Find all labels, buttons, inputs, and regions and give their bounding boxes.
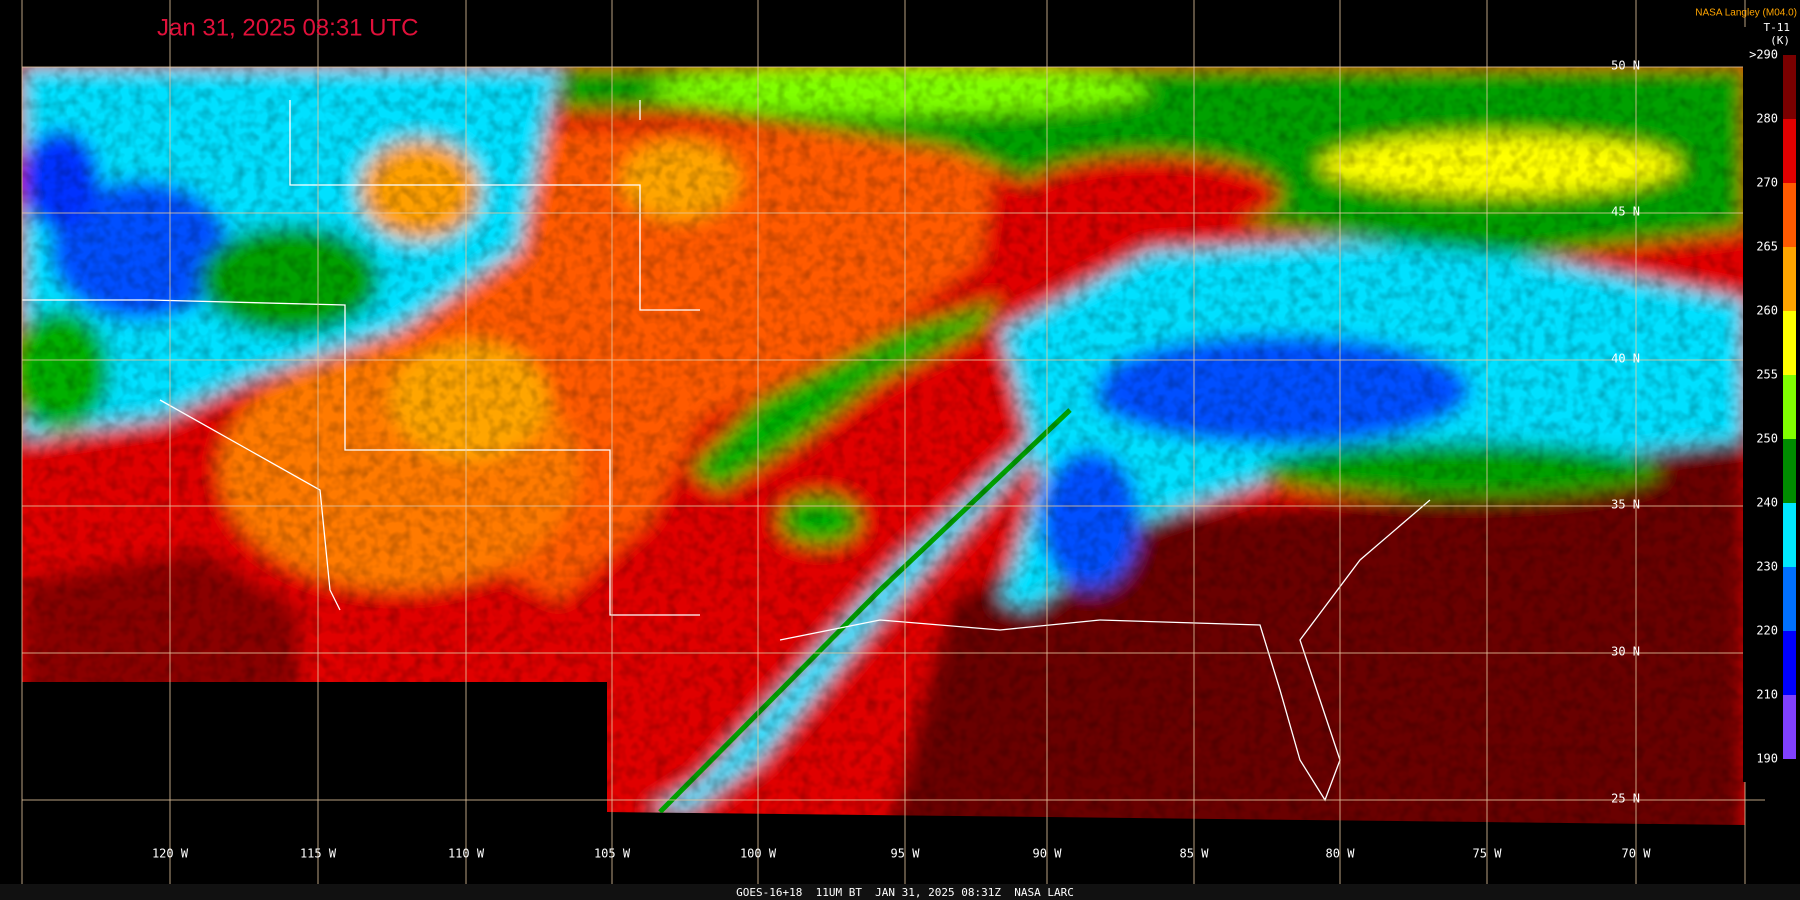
latitude-label: 35 N — [1611, 498, 1640, 512]
graticule: 50 N 45 N 40 N 35 N 30 N 25 N 120 W 115 W 110 W 1… — [21, 0, 1765, 884]
colorbar-segment — [1783, 375, 1796, 439]
longitude-label: 70 W — [1622, 847, 1652, 861]
colorbar-title: T-11 — [1764, 21, 1791, 34]
longitude-label: 105 W — [594, 847, 631, 861]
colorbar-label: 255 — [1756, 368, 1778, 382]
colorbar-label: >290 — [1749, 48, 1778, 62]
colorbar-label: 260 — [1756, 304, 1778, 318]
latitude-label: 40 N — [1611, 352, 1640, 366]
colorbar-segment — [1783, 119, 1796, 183]
colorbar-label: 220 — [1756, 624, 1778, 638]
longitude-label: 80 W — [1326, 847, 1356, 861]
colorbar-segment — [1783, 55, 1796, 119]
longitude-label: 110 W — [448, 847, 485, 861]
borders — [22, 100, 1431, 802]
longitude-label: 85 W — [1180, 847, 1210, 861]
latitude-label: 25 N — [1611, 792, 1640, 806]
colorbar-unit: (K) — [1770, 34, 1790, 47]
colorbar-segment — [1783, 439, 1796, 503]
timestamp-title: Jan 31, 2025 08:31 UTC — [157, 14, 419, 41]
credit: NASA Langley (M04.0) — [1695, 8, 1797, 19]
longitude-label: 75 W — [1473, 847, 1503, 861]
longitude-label: 115 W — [300, 847, 337, 861]
colorbar-label: 230 — [1756, 560, 1778, 574]
colorbar: >290 280 270 265 260 255 250 240 230 220 210 190 — [1749, 48, 1796, 766]
colorbar-label: 250 — [1756, 432, 1778, 446]
colorbar-segment — [1783, 567, 1796, 631]
latitude-label: 30 N — [1611, 645, 1640, 659]
longitude-label: 95 W — [891, 847, 921, 861]
colorbar-label: 270 — [1756, 176, 1778, 190]
colorbar-segment — [1783, 631, 1796, 695]
footer-band — [0, 884, 1800, 900]
colorbar-label: 265 — [1756, 240, 1778, 254]
longitude-label: 120 W — [152, 847, 189, 861]
longitude-label: 100 W — [740, 847, 777, 861]
colorbar-segment — [1783, 695, 1796, 759]
colorbar-label: 190 — [1756, 752, 1778, 766]
colorbar-label: 240 — [1756, 496, 1778, 510]
colorbar-label: 280 — [1756, 112, 1778, 126]
footer-caption: GOES-16+18 11UM BT JAN 31, 2025 08:31Z N… — [736, 886, 1074, 899]
colorbar-segment — [1783, 183, 1796, 247]
colorbar-segment — [1783, 503, 1796, 567]
colorbar-segment — [1783, 247, 1796, 311]
latitude-label: 50 N — [1611, 59, 1640, 73]
latitude-label: 45 N — [1611, 205, 1640, 219]
colorbar-segment — [1783, 311, 1796, 375]
longitude-label: 90 W — [1033, 847, 1063, 861]
colorbar-label: 210 — [1756, 688, 1778, 702]
